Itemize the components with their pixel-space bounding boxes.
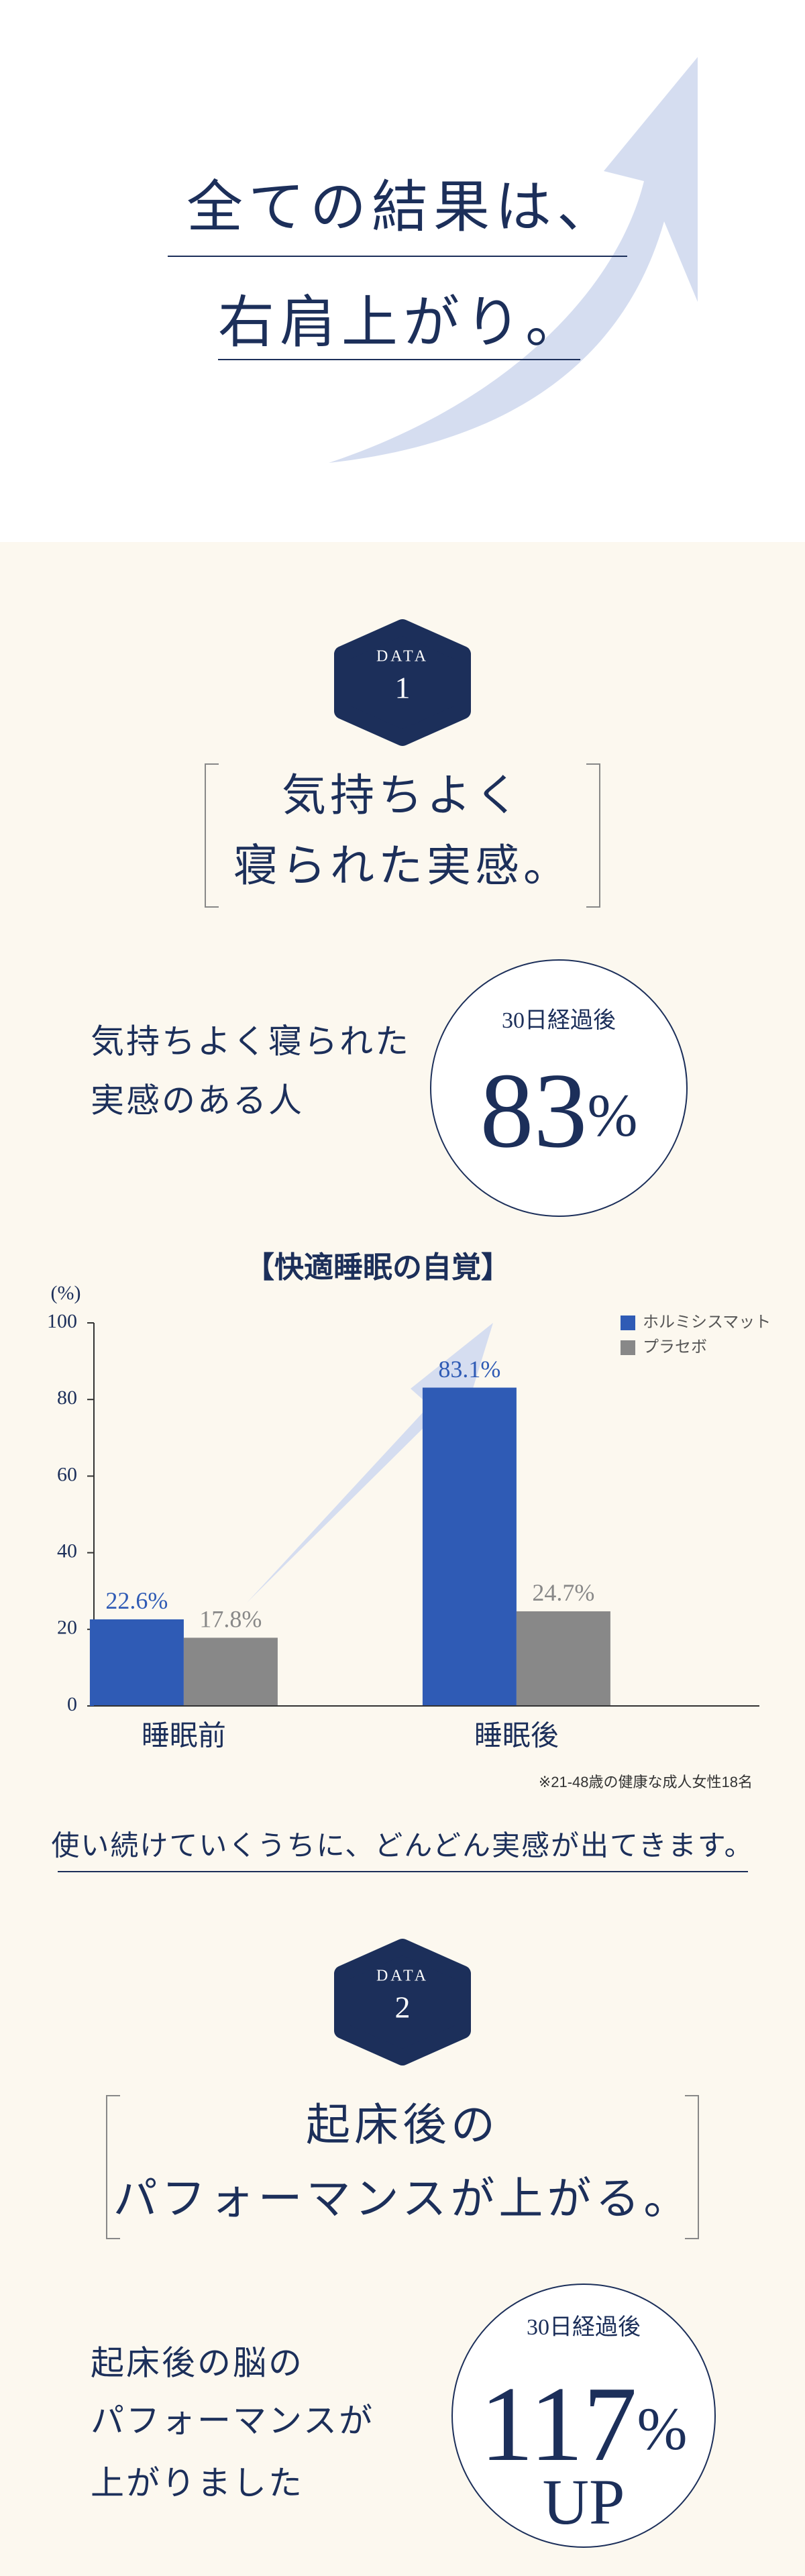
hero-title: 右肩上がり。 [218,292,587,354]
badge [334,1939,471,2065]
badge-number: 2 [395,1990,411,2025]
y-tick-label: 100 [47,1310,77,1332]
legend-swatch [621,1340,635,1355]
bar [422,1387,517,1706]
bar [516,1611,610,1706]
badge [334,619,471,746]
description: 気持ちよく寝られた [91,1022,411,1060]
legend-swatch [621,1316,635,1330]
hero-title: 全ての結果は、 [186,176,619,239]
stat-unit: % [588,1083,638,1149]
stat-value: 117 [480,2364,637,2483]
stat-unit: % [637,2396,688,2463]
stat-value: 83 [480,1051,588,1170]
legend-label: ホルミシスマット [643,1313,771,1331]
stat: 83% [480,1051,638,1170]
summary: 使い続けていくうちに、どんどん実感が出てきます。 [51,1831,753,1862]
heading: 起床後の [306,2101,499,2150]
heading: 気持ちよく [282,771,523,820]
stat-caption: 30日経過後 [502,1008,616,1033]
heading: パフォーマンスが上がる。 [113,2175,692,2224]
badge-label: DATA [376,1968,429,1985]
bracket [205,763,600,908]
y-tick-label: 60 [57,1463,77,1485]
bar [183,1638,278,1706]
stat-circle [451,2284,716,2548]
chart-title: 【快適睡眠の自覚】 [245,1251,511,1284]
y-axis-label: (%) [51,1282,81,1304]
description: 起床後の脳の [91,2344,304,2381]
value-label: 17.8% [199,1606,262,1633]
x-tick-label: 睡眠前 [142,1721,226,1752]
legend-label: プラセボ [643,1338,707,1356]
stat-circle [430,959,688,1217]
y-tick-label: 40 [57,1540,77,1562]
stat-suffix: UP [543,2466,625,2538]
description: パフォーマンスが [91,2402,374,2439]
chart: 【快適睡眠の自覚】 (%) 0 20 40 60 80 100 睡眠前 22.6% 17.8% 睡眠後… [47,1251,771,1790]
stat: 117% [480,2364,687,2483]
note: ※21-48歳の健康な成人女性18名 [539,1774,753,1790]
hero-arrow [329,57,698,463]
badge-label: DATA [376,648,429,665]
stat-caption: 30日経過後 [527,2314,641,2340]
bar [89,1619,184,1706]
y-tick-label: 20 [57,1617,77,1639]
bracket [106,2095,699,2239]
y-tick-label: 80 [57,1387,77,1409]
value-label: 83.1% [438,1356,500,1383]
heading: 寝られた実感。 [233,842,572,891]
x-tick-label: 睡眠後 [474,1721,559,1752]
value-label: 24.7% [532,1579,594,1606]
description: 上がりました [91,2464,304,2502]
badge-number: 1 [395,671,411,705]
y-tick-label: 0 [67,1693,77,1715]
description: 実感のある人 [91,1081,304,1119]
value-label: 22.6% [105,1587,168,1614]
